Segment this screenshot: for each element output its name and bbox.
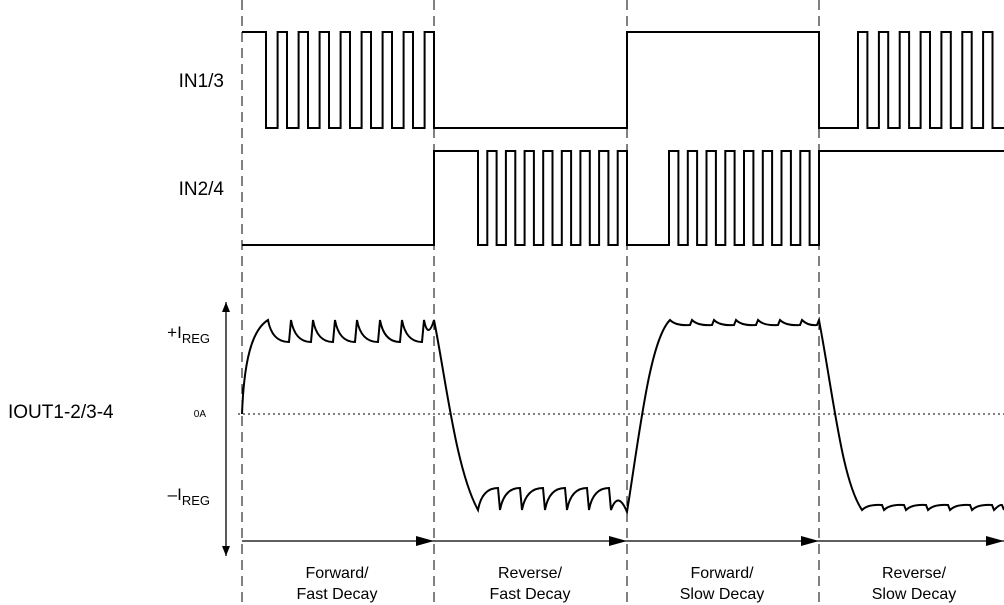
- in13-label: IN1/3: [179, 71, 224, 92]
- positive-ireg-label: +IREG: [167, 323, 210, 346]
- phase-caption-3: Forward/ Slow Decay: [680, 565, 764, 603]
- iout-label: IOUT1-2/3-4: [8, 402, 114, 423]
- phase-4-line2: Slow Decay: [872, 586, 956, 603]
- in24-label: IN2/4: [179, 179, 225, 200]
- in13-waveform: [242, 31, 1004, 129]
- phase-1-line1: Forward/: [305, 565, 369, 582]
- negative-ireg-label: –IREG: [168, 485, 210, 508]
- phase-3-line2: Slow Decay: [680, 586, 764, 603]
- in24-waveform: [242, 150, 1004, 246]
- phase-2-line1: Reverse/: [498, 565, 563, 582]
- phase-4-line1: Reverse/: [882, 565, 947, 582]
- phase-3-line1: Forward/: [690, 565, 754, 582]
- phase-caption-1: Forward/ Fast Decay: [297, 565, 378, 603]
- phase-caption-4: Reverse/ Slow Decay: [872, 565, 956, 603]
- iout-waveform: [241, 316, 1004, 516]
- phase-2-line2: Fast Decay: [490, 586, 571, 603]
- zero-amp-label: 0A: [194, 409, 207, 420]
- phase-1-line2: Fast Decay: [297, 586, 378, 603]
- phase-caption-2: Reverse/ Fast Decay: [490, 565, 571, 603]
